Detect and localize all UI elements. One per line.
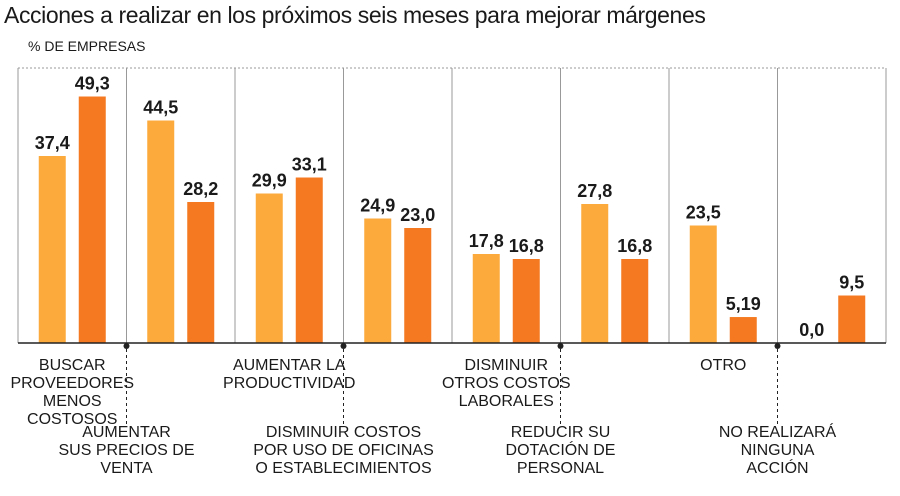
data-label: 16,8 (617, 236, 652, 256)
category-label: POR USO DE OFICINAS (253, 442, 433, 459)
data-label: 24,9 (360, 196, 395, 216)
category-label: ACCIÓN (746, 458, 808, 477)
data-label: 37,4 (35, 133, 70, 153)
category-label: AUMENTAR LA (233, 357, 346, 374)
category-label: AUMENTAR (82, 424, 171, 441)
bar-series-2 (512, 259, 540, 343)
bar-series-2 (78, 96, 106, 343)
category-label: DISMINUIR (464, 357, 548, 374)
category-label: PRODUCTIVIDAD (223, 375, 355, 392)
leader-dot (557, 343, 564, 349)
bar-series-2 (838, 295, 866, 343)
data-label: 29,9 (252, 171, 287, 191)
leader-dot (123, 343, 130, 349)
category-label: BUSCAR (39, 357, 106, 374)
category-label: DOTACIÓN DE (506, 440, 616, 459)
data-label: 28,2 (183, 179, 218, 199)
category-label: PROVEEDORES (10, 375, 134, 392)
data-label: 27,8 (577, 181, 612, 201)
category-label: DISMINUIR COSTOS (266, 424, 421, 441)
bar-series-2 (295, 177, 323, 343)
category-label: OTRO (700, 357, 746, 374)
bar-series-1 (689, 225, 717, 343)
chart-title: Acciones a realizar en los próximos seis… (4, 2, 706, 28)
data-label: 33,1 (292, 155, 327, 175)
category-label: PERSONAL (517, 460, 604, 477)
category-label: REDUCIR SU (511, 424, 611, 441)
data-label: 23,5 (686, 203, 721, 223)
bar-series-1 (38, 156, 66, 343)
bar-series-1 (364, 218, 392, 343)
category-label: OTROS COSTOS (442, 375, 571, 392)
data-label: 44,5 (143, 98, 178, 118)
category-label: VENTA (100, 460, 152, 477)
bar-series-2 (187, 202, 215, 343)
data-label: 16,8 (509, 236, 544, 256)
category-label: COSTOSOS (27, 411, 117, 428)
bar-series-2 (404, 228, 432, 343)
category-label: NO REALIZARÁ (719, 422, 837, 441)
bar-series-2 (621, 259, 649, 343)
category-label: MENOS (43, 393, 102, 410)
bar-series-1 (255, 193, 283, 343)
bar-series-1 (472, 254, 500, 343)
data-label: 49,3 (75, 74, 110, 94)
category-label: NINGUNA (741, 442, 815, 459)
data-label: 23,0 (400, 205, 435, 225)
data-label: 17,8 (469, 231, 504, 251)
bar-series-1 (147, 120, 175, 343)
leader-dot (340, 343, 347, 349)
data-label: 0,0 (799, 320, 824, 340)
bar-series-2 (729, 317, 757, 343)
category-label: O ESTABLECIMIENTOS (255, 460, 431, 477)
data-label: 5,19 (726, 294, 761, 314)
category-label: LABORALES (459, 393, 554, 410)
bar-series-1 (581, 204, 609, 343)
chart-subtitle: % DE EMPRESAS (28, 38, 146, 54)
category-label: SUS PRECIOS DE (58, 442, 194, 459)
data-label: 9,5 (839, 273, 864, 293)
leader-dot (774, 343, 781, 349)
